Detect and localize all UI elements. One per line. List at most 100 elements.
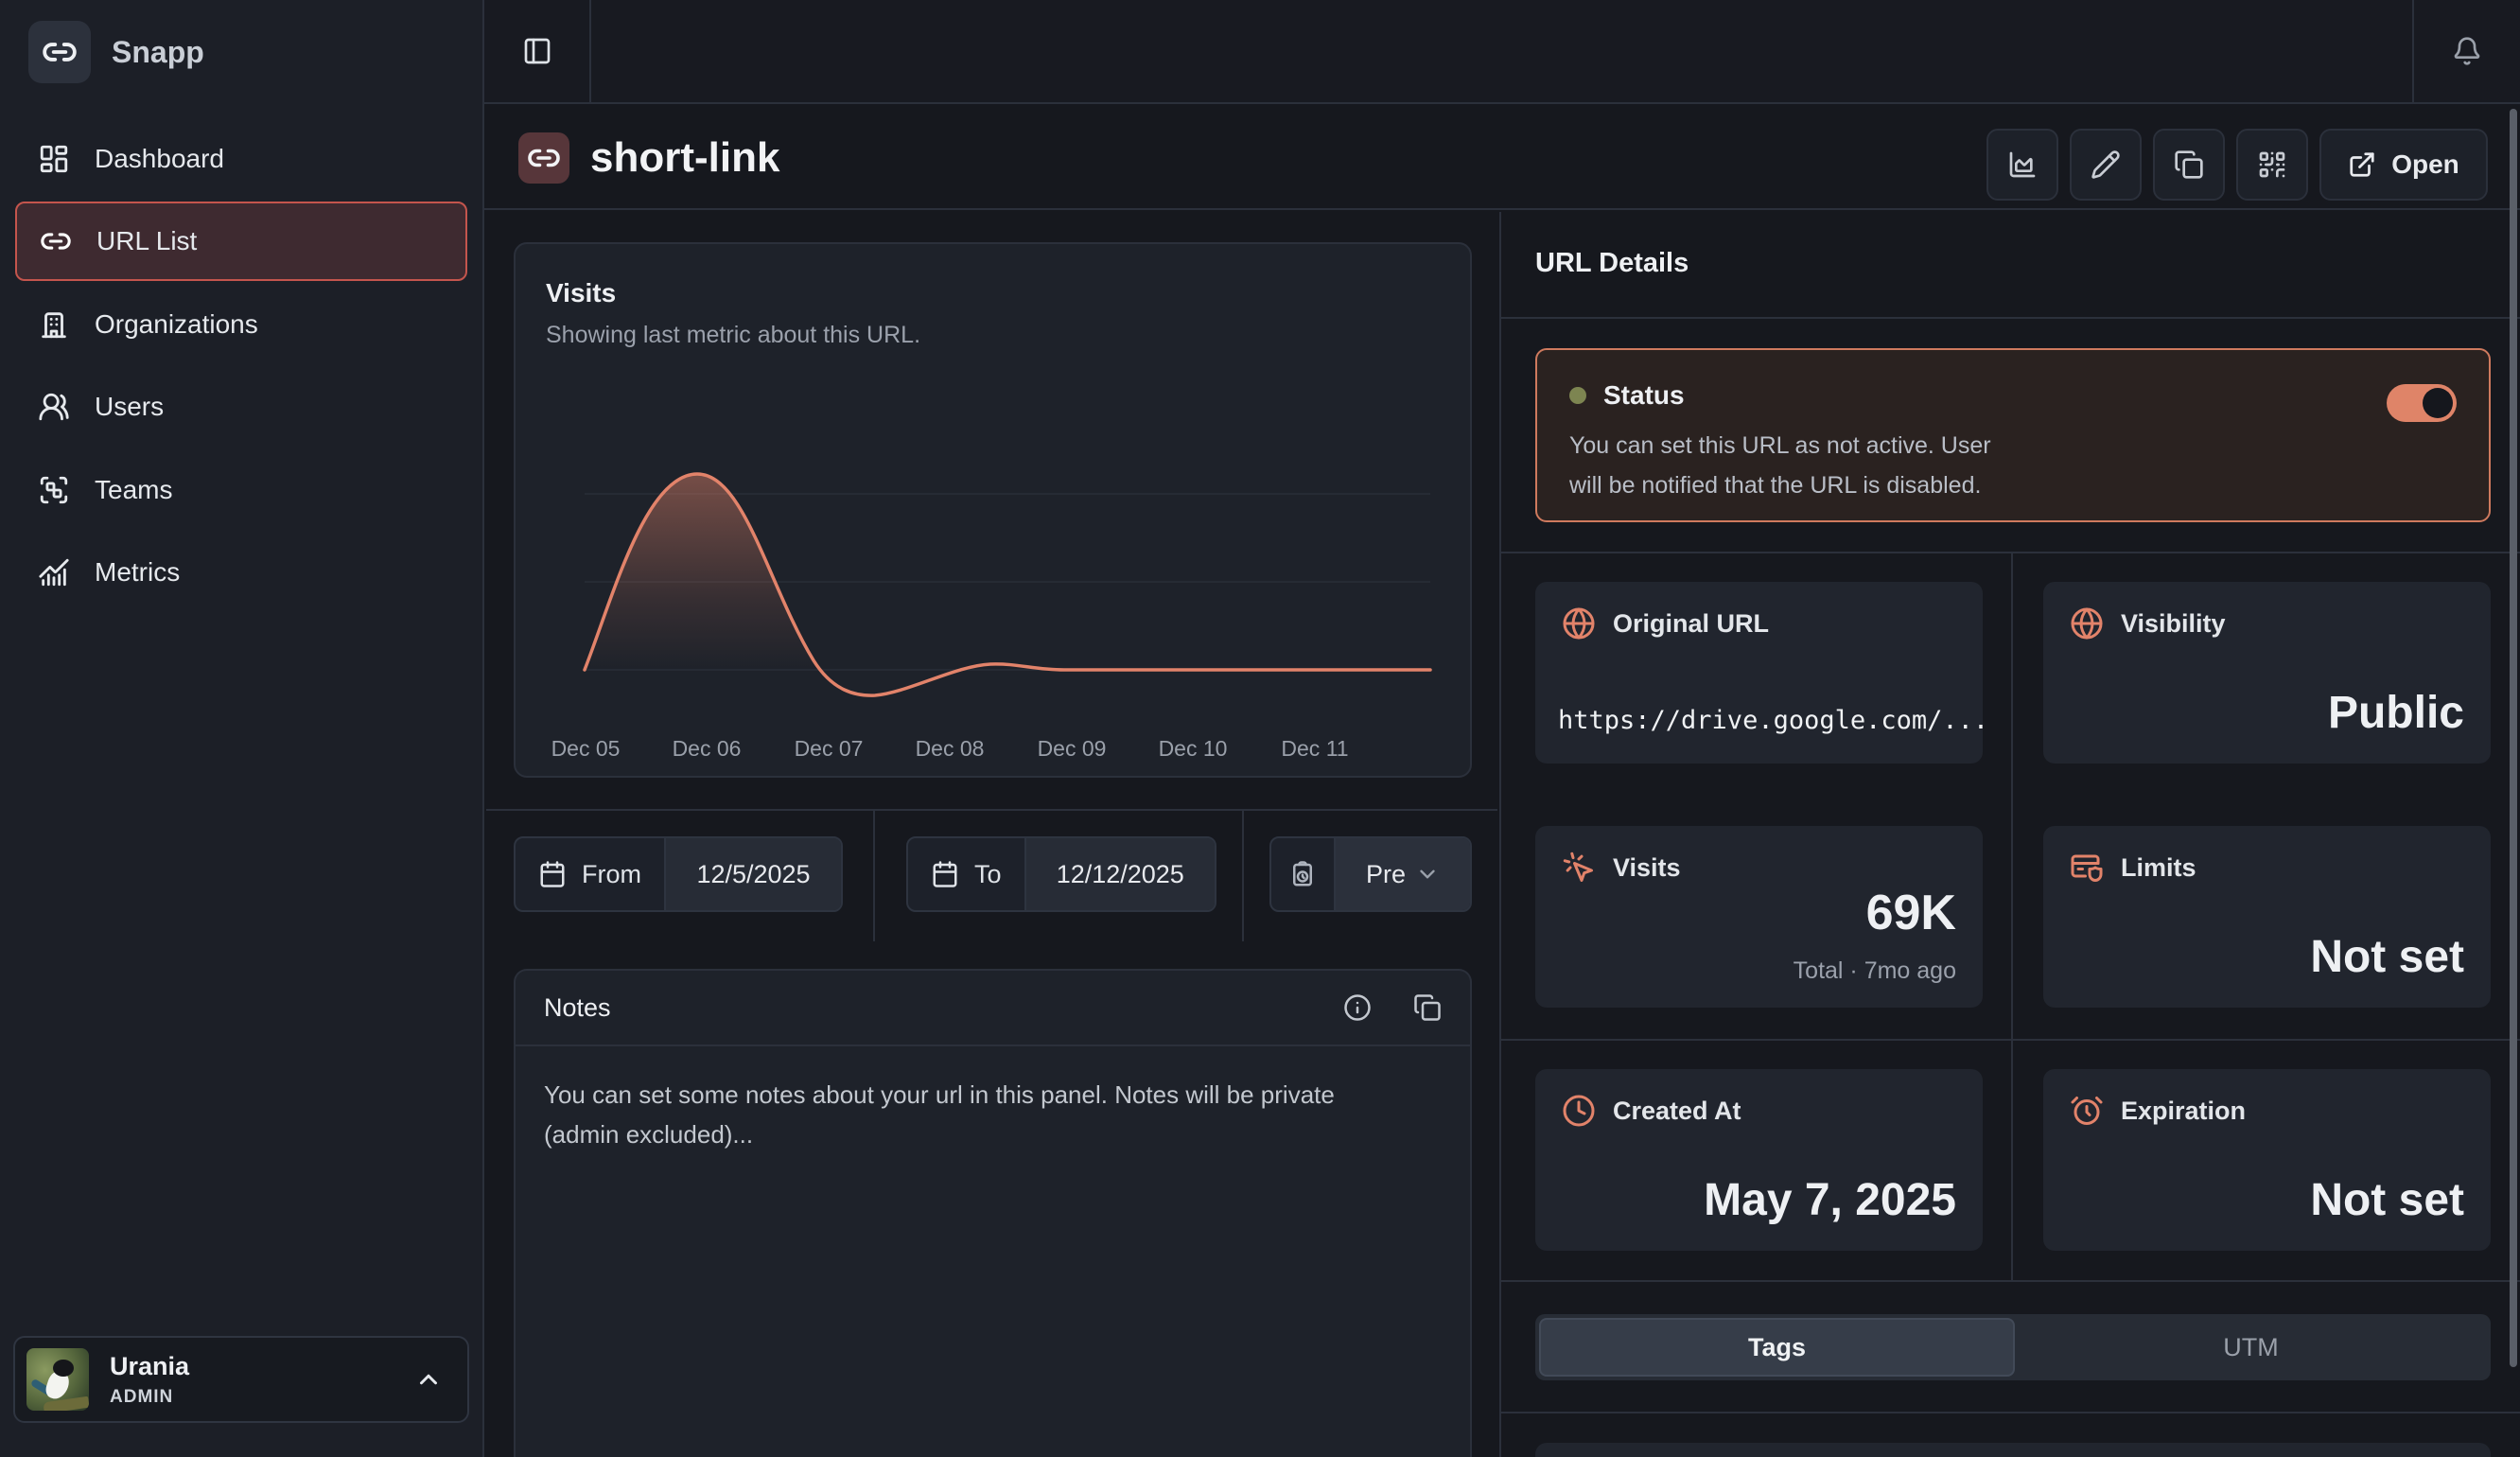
sidebar-item-organizations[interactable]: Organizations xyxy=(15,285,467,364)
expiration-value: Not set xyxy=(2310,1175,2464,1225)
x-tick: Dec 07 xyxy=(795,736,864,761)
visits-sub: Total · 7mo ago xyxy=(1793,957,1956,984)
sidebar-item-url-list[interactable]: URL List xyxy=(15,202,467,281)
building-icon xyxy=(38,308,70,341)
copy-icon xyxy=(2174,149,2204,180)
pointer-click-icon xyxy=(1562,851,1596,885)
card-label: Limits xyxy=(2121,852,2196,882)
link-icon xyxy=(527,141,561,175)
status-label: Status xyxy=(1603,380,1685,410)
x-tick: Dec 08 xyxy=(916,736,985,761)
sidebar-item-label: Users xyxy=(95,392,165,421)
notifications-button[interactable] xyxy=(2412,0,2520,102)
card-shield-icon xyxy=(2070,851,2104,885)
qr-code-icon xyxy=(2257,149,2287,180)
open-button-label: Open xyxy=(2391,149,2459,179)
metrics-button[interactable] xyxy=(1986,129,2058,201)
chart-line xyxy=(583,472,1432,697)
user-name: Urania xyxy=(110,1351,190,1380)
date-to-value[interactable]: 12/12/2025 xyxy=(1024,838,1215,910)
page-scrollbar[interactable] xyxy=(2510,109,2517,1367)
visibility-card: Visibility Public xyxy=(2043,582,2491,764)
x-tick: Dec 10 xyxy=(1159,736,1228,761)
status-toggle[interactable] xyxy=(2387,384,2457,422)
sidebar-item-users[interactable]: Users xyxy=(15,367,467,447)
avatar xyxy=(26,1348,89,1411)
calendar-icon xyxy=(931,860,959,888)
clock-icon xyxy=(1562,1094,1596,1128)
chart-area-icon xyxy=(2007,149,2038,180)
toggle-knob xyxy=(2423,388,2453,418)
globe-icon xyxy=(2070,606,2104,641)
chevron-up-icon xyxy=(414,1365,443,1394)
date-to-label: To xyxy=(974,859,1002,888)
brand-name: Snapp xyxy=(112,34,204,69)
brand: Snapp xyxy=(28,21,204,83)
link-icon xyxy=(40,225,72,257)
panel-title: URL Details xyxy=(1535,248,1689,278)
topbar xyxy=(484,0,2520,104)
notes-card: Notes You can set some notes about your … xyxy=(514,969,1472,1457)
tab-tags[interactable]: Tags xyxy=(1539,1318,2015,1377)
date-from-picker[interactable]: From 12/5/2025 xyxy=(514,836,843,912)
short-link-badge xyxy=(518,132,569,184)
chevron-down-icon xyxy=(1415,862,1440,886)
visits-card-title: Visits xyxy=(546,278,617,307)
info-icon[interactable] xyxy=(1343,993,1372,1022)
edit-button[interactable] xyxy=(2070,129,2142,201)
calendar-icon xyxy=(538,860,567,888)
sidebar-item-dashboard[interactable]: Dashboard xyxy=(15,119,467,199)
sidebar-toggle-button[interactable] xyxy=(484,0,591,102)
x-tick: Dec 09 xyxy=(1038,736,1107,761)
x-tick: Dec 06 xyxy=(673,736,742,761)
created-at-card: Created At May 7, 2025 xyxy=(1535,1069,1983,1251)
created-at-value: May 7, 2025 xyxy=(1704,1175,1956,1225)
copy-button[interactable] xyxy=(2153,129,2225,201)
visibility-value: Public xyxy=(2327,688,2464,738)
copy-notes-icon[interactable] xyxy=(1413,993,1442,1022)
open-button[interactable]: Open xyxy=(2319,129,2488,201)
x-tick: Dec 05 xyxy=(551,736,621,761)
status-description: You can set this URL as not active. User… xyxy=(1569,432,1991,499)
sidebar-item-label: Metrics xyxy=(95,557,181,587)
tab-utm[interactable]: UTM xyxy=(2223,1332,2279,1361)
tags-utm-tabs: Tags UTM xyxy=(1535,1314,2491,1380)
next-card-partial xyxy=(1535,1443,2491,1457)
card-label: Visibility xyxy=(2121,608,2226,638)
status-card: Status You can set this URL as not activ… xyxy=(1535,348,2491,522)
card-label: Expiration xyxy=(2121,1096,2247,1125)
original-url-card: Original URL https://drive.google.com/..… xyxy=(1535,582,1988,764)
clipboard-clock-icon xyxy=(1288,860,1317,888)
sidebar-item-label: Dashboard xyxy=(95,144,224,173)
preset-value[interactable]: Pre xyxy=(1334,838,1470,910)
notes-textarea[interactable]: You can set some notes about your url in… xyxy=(544,1080,1335,1149)
qr-code-button[interactable] xyxy=(2236,129,2308,201)
page-header: short-link Open xyxy=(484,106,2520,210)
sidebar-item-metrics[interactable]: Metrics xyxy=(15,533,467,612)
date-from-value[interactable]: 12/5/2025 xyxy=(664,838,841,910)
x-tick: Dec 11 xyxy=(1281,736,1348,761)
external-link-icon xyxy=(2348,150,2376,179)
url-details-panel: URL Details Status You can set this URL … xyxy=(1499,212,2520,1457)
visits-card-subtitle: Showing last metric about this URL. xyxy=(546,322,921,348)
visits-area-chart: Dec 05 Dec 06 Dec 07 Dec 08 Dec 09 Dec 1… xyxy=(551,472,1432,761)
group-icon xyxy=(38,474,70,506)
alarm-clock-icon xyxy=(2070,1094,2104,1128)
user-menu[interactable]: Urania ADMIN xyxy=(13,1336,469,1423)
limits-card: Limits Not set xyxy=(2043,826,2491,1008)
original-url-value[interactable]: https://drive.google.com/... xyxy=(1558,706,1989,735)
status-dot xyxy=(1569,387,1586,404)
visits-value: 69K xyxy=(1865,886,1956,940)
limits-value: Not set xyxy=(2310,932,2464,982)
bell-icon xyxy=(2452,36,2482,66)
visits-total-card: Visits 69K Total · 7mo ago xyxy=(1535,826,1983,1008)
layout-dashboard-icon xyxy=(38,143,70,175)
date-to-picker[interactable]: To 12/12/2025 xyxy=(906,836,1216,912)
card-label: Created At xyxy=(1613,1096,1741,1125)
user-role-badge: ADMIN xyxy=(110,1386,174,1407)
card-label: Original URL xyxy=(1613,608,1770,638)
sidebar-item-label: Organizations xyxy=(95,309,258,339)
preset-dropdown[interactable]: Pre xyxy=(1269,836,1472,912)
sidebar-item-teams[interactable]: Teams xyxy=(15,450,467,530)
